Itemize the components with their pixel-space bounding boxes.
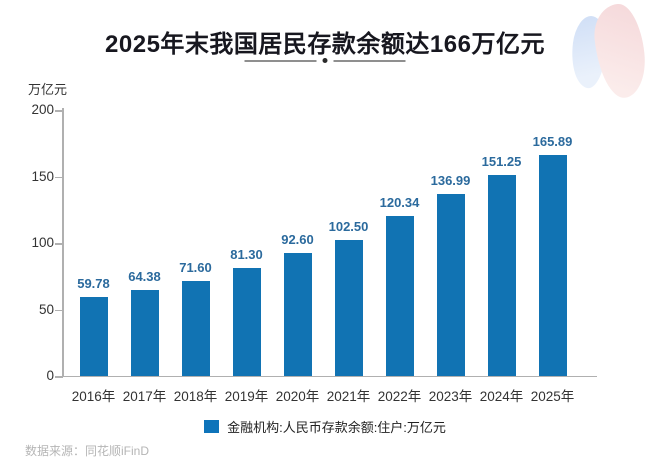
divider-dot bbox=[322, 58, 328, 63]
bar-value-label: 59.78 bbox=[77, 275, 110, 291]
x-axis-label: 2017年 bbox=[122, 389, 167, 404]
bar-value-label: 81.30 bbox=[230, 246, 263, 262]
bar bbox=[538, 155, 567, 376]
y-tick-mark bbox=[55, 110, 63, 112]
divider-left-line bbox=[244, 59, 317, 62]
watermark-logo bbox=[566, 1, 649, 104]
x-axis-label: 2024年 bbox=[479, 389, 524, 404]
bar-slot: 165.89 2025年 bbox=[527, 110, 578, 404]
bar-value-label: 102.50 bbox=[328, 218, 369, 234]
legend-label: 金融机构:人民币存款余额:住户:万亿元 bbox=[227, 420, 446, 435]
bar-slot: 59.78 2016年 bbox=[68, 110, 119, 405]
y-tick-label: 150 bbox=[31, 168, 54, 184]
x-axis-label: 2019年 bbox=[224, 389, 269, 404]
title-divider bbox=[244, 58, 406, 63]
bar-value-label: 71.60 bbox=[179, 259, 212, 275]
x-axis-line bbox=[62, 375, 597, 377]
bar-slot: 71.60 2018年 bbox=[170, 110, 221, 404]
y-tick-mark bbox=[55, 376, 63, 378]
bar-slot: 102.50 2021年 bbox=[323, 110, 374, 404]
chart-title: 2025年末我国居民存款余额达166万亿元 bbox=[105, 31, 545, 58]
y-tick-label: 100 bbox=[31, 235, 54, 250]
bar-value-label: 64.38 bbox=[128, 269, 161, 285]
bar-value-label: 136.99 bbox=[430, 172, 471, 188]
x-axis-label: 2025年 bbox=[530, 389, 575, 404]
bar bbox=[181, 280, 210, 376]
y-axis-line bbox=[62, 108, 64, 376]
bar bbox=[130, 290, 159, 376]
bar bbox=[436, 193, 465, 376]
bar bbox=[79, 296, 108, 376]
bar bbox=[385, 215, 414, 376]
bar-value-label: 165.89 bbox=[532, 134, 573, 150]
y-tick-label: 200 bbox=[31, 102, 54, 117]
bar bbox=[283, 252, 312, 376]
logo-pink-shape-icon bbox=[591, 1, 649, 101]
x-axis-label: 2018年 bbox=[173, 389, 218, 404]
y-tick-mark bbox=[55, 176, 63, 178]
bar-value-label: 151.25 bbox=[481, 153, 522, 169]
bar bbox=[232, 267, 261, 376]
bar bbox=[487, 174, 516, 376]
bar-plot-area: 59.78 2016年 64.38 2017年 71.60 2018年 81.30 2019年… bbox=[68, 110, 578, 405]
bar-value-label: 92.60 bbox=[281, 231, 314, 247]
y-tick-label: 0 bbox=[46, 368, 54, 383]
source-note: 数据来源：同花顺iFinD bbox=[25, 444, 150, 458]
bar-slot: 81.30 2019年 bbox=[221, 110, 272, 404]
y-axis-unit-label: 万亿元 bbox=[28, 82, 68, 97]
y-tick-label: 50 bbox=[38, 301, 54, 317]
bar-slot: 92.60 2020年 bbox=[272, 110, 323, 404]
y-tick-mark bbox=[55, 243, 63, 245]
bar-slot: 136.99 2023年 bbox=[425, 110, 476, 404]
chart-legend: 金融机构:人民币存款余额:住户:万亿元 bbox=[0, 417, 650, 436]
bar-slot: 120.34 2022年 bbox=[374, 110, 425, 404]
bar-value-label: 120.34 bbox=[379, 194, 420, 210]
x-axis-label: 2020年 bbox=[275, 389, 320, 404]
legend-swatch bbox=[204, 420, 220, 433]
x-axis-label: 2022年 bbox=[377, 389, 422, 404]
x-axis-label: 2021年 bbox=[326, 389, 371, 404]
bar-slot: 151.25 2024年 bbox=[476, 110, 527, 404]
x-axis-label: 2023年 bbox=[428, 389, 473, 404]
divider-right-line bbox=[333, 59, 406, 62]
bar bbox=[334, 239, 363, 376]
bar-slot: 64.38 2017年 bbox=[119, 110, 170, 404]
x-axis-label: 2016年 bbox=[71, 389, 116, 404]
y-tick-mark bbox=[55, 309, 63, 311]
